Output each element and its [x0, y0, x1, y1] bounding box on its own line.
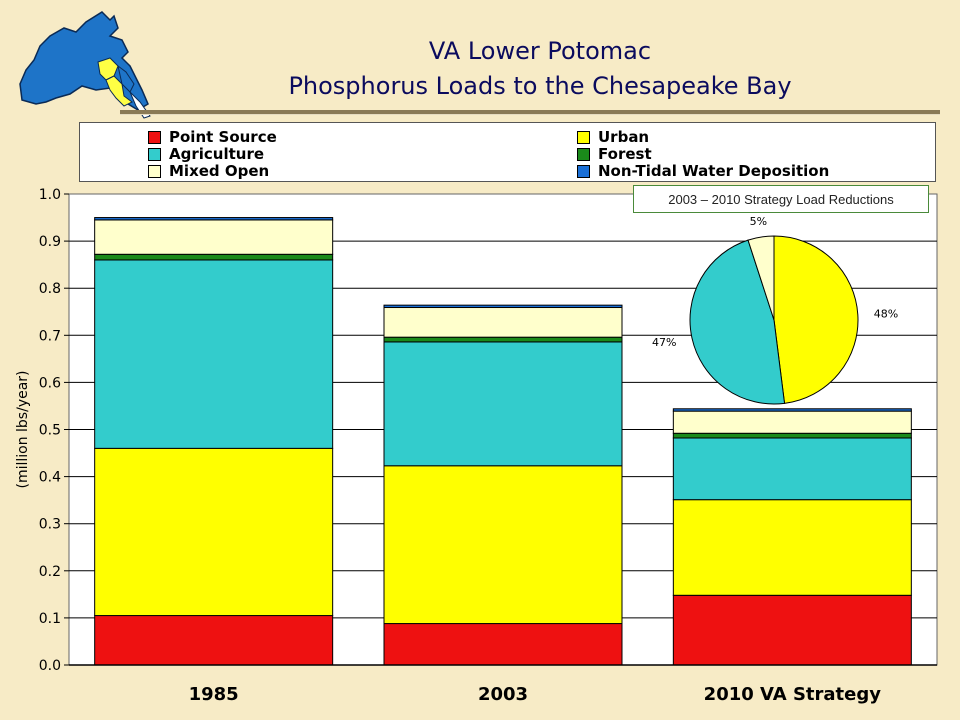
pie-slice-mixed-open [747, 235, 775, 321]
pie-slice-label: 48% [874, 308, 898, 321]
bar-segment-urban [672, 499, 912, 596]
legend-swatch-forest [577, 147, 590, 161]
pie-chart-title: 2003 – 2010 Strategy Load Reductions [633, 185, 929, 213]
bar-segment-forest [672, 432, 912, 439]
legend-label: Forest [598, 145, 652, 163]
legend-label: Urban [598, 128, 650, 146]
y-tick-label: 0.9 [39, 234, 61, 250]
y-tick-label: 0.0 [39, 658, 61, 674]
legend-item-non-tidal-water-deposition: Non-Tidal Water Deposition [577, 162, 829, 180]
bar-segment-non-tidal-water-deposition [383, 304, 623, 309]
legend-item-point-source: Point Source [148, 128, 277, 146]
bar-segment-agriculture [672, 437, 912, 501]
x-category-label: 1985 [189, 684, 239, 705]
legend-swatch-point-source [148, 130, 161, 144]
legend-item-forest: Forest [577, 145, 652, 163]
legend-swatch-urban [577, 130, 590, 144]
bar-segment-point-source [672, 594, 912, 666]
page-title-line2: Phosphorus Loads to the Chesapeake Bay [288, 72, 792, 100]
bar-segment-forest [383, 336, 623, 343]
bar-segment-agriculture [94, 259, 334, 449]
y-axis-label: (million lbs/year) [15, 370, 31, 488]
title-divider [120, 110, 940, 115]
bar-segment-mixed-open [94, 219, 334, 255]
bar-segment-point-source [94, 615, 334, 666]
bar-segment-non-tidal-water-deposition [94, 217, 334, 221]
pie-slice-urban [773, 235, 859, 404]
bar-segment-agriculture [383, 341, 623, 467]
bar-segment-forest [94, 253, 334, 261]
chart-legend: Point Source Agriculture Mixed Open Urba… [79, 122, 936, 182]
legend-swatch-mixed-open [148, 164, 161, 178]
legend-label: Point Source [169, 128, 277, 146]
y-tick-label: 0.2 [39, 564, 61, 580]
y-tick-label: 0.1 [39, 611, 61, 627]
legend-label: Mixed Open [169, 162, 270, 180]
x-category-label: 2010 VA Strategy [704, 684, 882, 705]
legend-swatch-agriculture [148, 147, 161, 161]
page-title-line1: VA Lower Potomac [428, 37, 652, 65]
legend-item-mixed-open: Mixed Open [148, 162, 269, 180]
legend-swatch-non-tidal [577, 164, 590, 178]
y-tick-label: 0.8 [39, 281, 61, 297]
bar-segment-urban [94, 447, 334, 617]
y-tick-label: 0.4 [39, 470, 61, 486]
legend-label: Non-Tidal Water Deposition [598, 162, 830, 180]
bar-segment-mixed-open [672, 410, 912, 434]
y-tick-label: 0.3 [39, 517, 61, 533]
legend-item-agriculture: Agriculture [148, 145, 264, 163]
pie-chart: 48% 47% 5% [652, 215, 898, 405]
bar-segment-point-source [383, 623, 623, 666]
y-tick-label: 1.0 [39, 187, 61, 203]
y-tick-label: 0.5 [39, 423, 61, 439]
y-tick-label: 0.7 [39, 328, 61, 344]
y-tick-label: 0.6 [39, 375, 61, 391]
bar-segment-mixed-open [383, 307, 623, 338]
bar-segment-non-tidal-water-deposition [672, 408, 912, 412]
legend-item-urban: Urban [577, 128, 649, 146]
legend-label: Agriculture [169, 145, 265, 163]
bar-segment-urban [383, 465, 623, 625]
pie-slice-label: 5% [750, 215, 767, 228]
x-category-label: 2003 [478, 684, 528, 705]
pie-slice-label: 47% [652, 336, 676, 349]
